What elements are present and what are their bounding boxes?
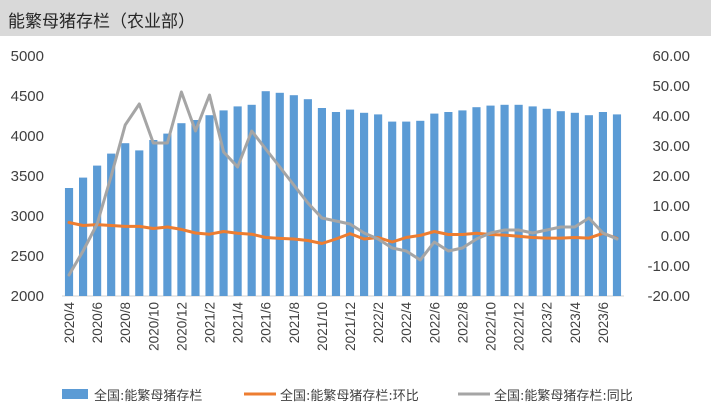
y-right-tick-label: 50.00: [652, 78, 690, 95]
bar-2021/9: [303, 99, 312, 296]
bar-2022/6: [430, 113, 439, 296]
y-left-tick-label: 3500: [11, 168, 44, 185]
bar-2020/4: [64, 188, 74, 296]
bar-2021/8: [289, 95, 298, 296]
line-series-yoy: [67, 90, 619, 277]
bar-2023/3: [556, 111, 565, 296]
x-tick-label: 2022/2: [371, 302, 386, 343]
bar-2021/4: [233, 106, 242, 297]
bar-2021/7: [275, 92, 284, 296]
x-tick-label: 2020/6: [90, 302, 105, 343]
bar-2023/1: [528, 106, 537, 297]
bar-2022/10: [486, 105, 495, 296]
bar-2022/4: [402, 121, 411, 296]
y-right-tick-label: 60.00: [652, 48, 690, 65]
x-tick-label: 2022/6: [427, 302, 442, 343]
y-left-tick-label: 3000: [11, 208, 44, 225]
y-right-tick-label: 30.00: [652, 138, 690, 155]
x-tick-label: 2021/8: [287, 302, 302, 343]
legend-swatch-bar: [62, 389, 88, 399]
x-tick-label: 2022/4: [399, 302, 414, 344]
bar-2020/5: [79, 177, 88, 296]
bar-2023/6: [598, 112, 607, 296]
y-right-tick-label: 40.00: [652, 108, 690, 125]
bar-2022/8: [458, 110, 467, 297]
y-left-tick-label: 4000: [11, 128, 44, 145]
x-tick-label: 2021/4: [231, 302, 246, 344]
x-tick-label: 2020/4: [62, 302, 77, 344]
bar-2023/4: [570, 112, 579, 296]
line-series-mom: [67, 221, 619, 245]
x-tick-label: 2022/12: [512, 302, 527, 351]
y-right-tick-label: 0.00: [661, 228, 690, 245]
y-left-tick-label: 2000: [11, 288, 44, 305]
bar-2020/8: [121, 143, 130, 296]
chart-title: 能繁母猪存栏（农业部）: [8, 12, 195, 32]
bar-2022/9: [472, 107, 481, 296]
x-tick-label: 2021/2: [203, 302, 218, 343]
bar-2022/11: [500, 104, 509, 296]
x-tick-label: 2023/2: [540, 302, 555, 343]
y-right-tick-label: 10.00: [652, 198, 690, 215]
x-tick-label: 2021/10: [315, 302, 330, 351]
bar-2020/11: [163, 133, 172, 296]
bar-2022/1: [360, 112, 369, 296]
x-tick-label: 2022/10: [484, 302, 499, 351]
bar-2023/2: [542, 108, 551, 296]
bar-2021/1: [191, 120, 200, 296]
bar-2023/7: [612, 114, 622, 297]
y-left-tick-label: 4500: [11, 88, 44, 105]
x-tick-label: 2020/12: [174, 302, 189, 351]
bar-2020/9: [135, 150, 144, 296]
y-right-tick-label: -10.00: [647, 258, 690, 275]
chart-canvas: 2000 2500 3000 3500 4000 4500 5000 -20.00 -10.0…: [11, 48, 690, 404]
bar-2022/12: [514, 104, 523, 296]
bar-2021/5: [247, 104, 256, 296]
bar-2023/5: [584, 115, 593, 296]
x-tick-label: 2020/10: [146, 302, 161, 351]
y-right-tick-label: -20.00: [647, 288, 690, 305]
bar-2020/6: [93, 165, 102, 296]
legend-label: 全国:能繁母猪存栏:同比: [494, 388, 633, 404]
bar-2022/5: [416, 120, 425, 296]
y-left-tick-label: 2500: [11, 248, 44, 265]
title-bar: 能繁母猪存栏（农业部）: [0, 0, 711, 36]
bar-2021/10: [317, 108, 326, 296]
legend-label: 全国:能繁母猪存栏: [94, 388, 202, 404]
y-right-tick-label: 20.00: [652, 168, 690, 185]
bar-2022/7: [444, 112, 453, 296]
legend-label: 全国:能繁母猪存栏:环比: [280, 388, 419, 404]
bar-2021/11: [331, 112, 341, 296]
x-tick-label: 2023/6: [596, 302, 611, 343]
x-tick-label: 2020/8: [118, 302, 133, 343]
bar-2021/2: [205, 115, 214, 296]
bar-2022/2: [374, 114, 383, 297]
bar-2021/12: [345, 109, 355, 296]
x-tick-label: 2021/12: [343, 302, 358, 351]
x-tick-label: 2021/6: [259, 302, 274, 343]
bar-2022/3: [388, 121, 397, 296]
x-tick-label: 2023/4: [568, 302, 583, 344]
bar-2021/3: [219, 110, 228, 297]
bar-2021/6: [261, 91, 270, 296]
y-left-tick-label: 5000: [11, 48, 44, 65]
x-tick-label: 2022/8: [455, 302, 470, 343]
bar-2020/12: [177, 123, 186, 296]
bar-2020/10: [149, 140, 158, 296]
